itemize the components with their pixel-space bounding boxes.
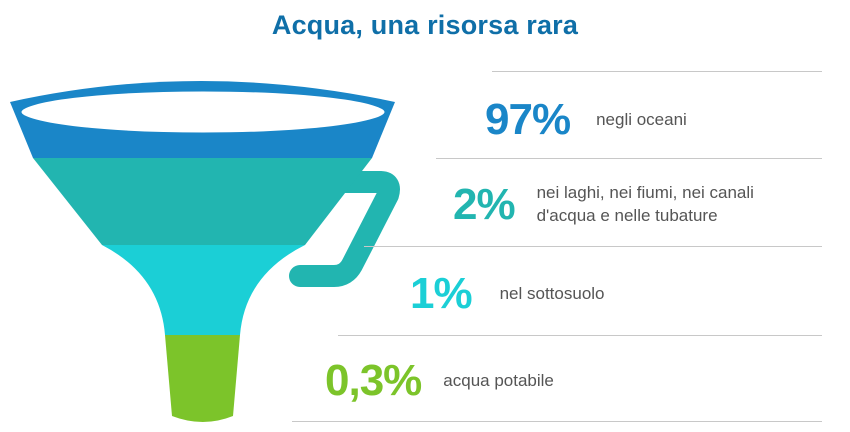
funnel-opening	[18, 88, 388, 136]
divider-1	[492, 71, 822, 72]
stat-drinking: 0,3% acqua potabile	[325, 359, 554, 403]
divider-4	[338, 335, 822, 336]
stat-underground: 1% nel sottosuolo	[410, 272, 605, 316]
stat-lakes-label: nei laghi, nei fiumi, nei canali d'acqua…	[536, 183, 754, 225]
page-title: Acqua, una risorsa rara	[271, 10, 579, 40]
divider-5	[292, 421, 822, 422]
stat-underground-percent: 1%	[410, 269, 473, 318]
stat-oceans: 97% negli oceani	[485, 98, 687, 142]
funnel-spout-drinking	[165, 335, 240, 422]
stat-lakes: 2% nei laghi, nei fiumi, nei canali d'ac…	[453, 182, 807, 228]
stat-lakes-percent: 2%	[453, 179, 516, 229]
stat-drinking-percent: 0,3%	[325, 356, 422, 405]
divider-3	[364, 246, 822, 247]
stat-underground-label: nel sottosuolo	[499, 283, 605, 303]
divider-2	[436, 158, 822, 159]
funnel-handle	[289, 171, 400, 287]
stat-oceans-label: negli oceani	[596, 109, 687, 129]
stat-oceans-percent: 97%	[485, 95, 571, 144]
funnel-band-lakes	[33, 158, 372, 245]
funnel-band-underground	[102, 245, 305, 335]
stat-drinking-label: acqua potabile	[443, 370, 554, 390]
